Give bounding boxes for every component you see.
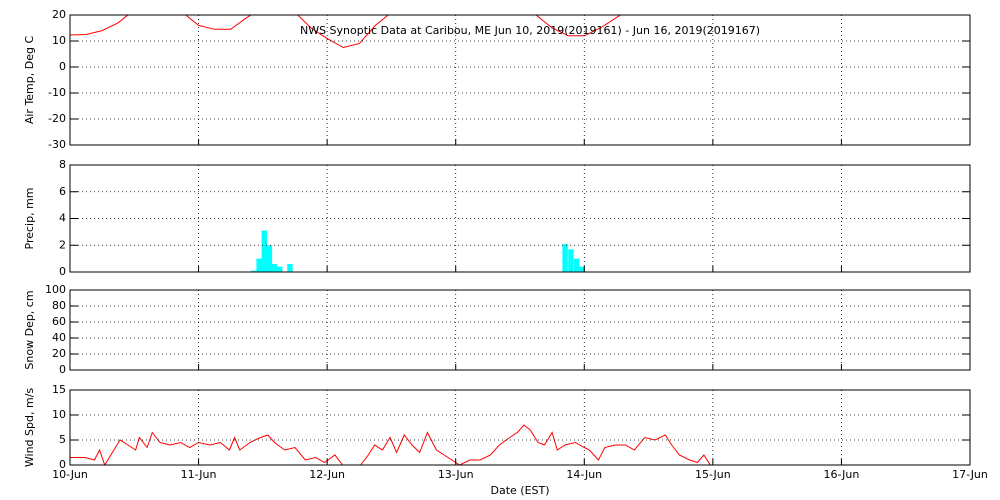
panel: 0 5 10 15 10-Jun 11-Jun 12-Jun 13-Jun 14-Jun 15-J…: [23, 383, 988, 497]
y-axis-label: Snow Dep, cm: [23, 290, 36, 369]
x-axis-label: Date (EST): [490, 484, 549, 497]
y-tick-label: -30: [48, 138, 66, 151]
bar: [256, 258, 262, 272]
panel: -30 -20 -10 0 10 20 Air Temp, Deg C NWS Synopti…: [23, 8, 971, 151]
y-tick-label: 0: [59, 60, 66, 73]
y-tick-label: 40: [52, 331, 66, 344]
y-axis-label: Wind Spd, m/s: [23, 388, 36, 468]
x-tick-label: 14-Jun: [566, 468, 602, 481]
x-tick-label: 12-Jun: [309, 468, 345, 481]
bar: [562, 243, 568, 272]
y-tick-label: 20: [52, 8, 66, 21]
y-tick-label: 8: [59, 158, 66, 171]
y-tick-label: 2: [59, 238, 66, 251]
bar: [266, 245, 273, 272]
x-tick-label: 16-Jun: [824, 468, 860, 481]
panel: 0 20 40 60 80 100 Snow Dep, cm: [23, 283, 971, 376]
plot-area: [70, 424, 711, 465]
frame: [69, 164, 971, 273]
y-tick-label: 6: [59, 185, 66, 198]
bar: [287, 263, 293, 272]
y-tick-label: 100: [45, 283, 66, 296]
y-tick-label: 0: [59, 458, 66, 471]
y-tick-label: 10: [52, 34, 66, 47]
line: [70, 424, 711, 465]
bar: [574, 258, 580, 272]
y-tick-label: 15: [52, 383, 66, 396]
y-tick-label: 5: [59, 433, 66, 446]
bar: [277, 266, 283, 272]
chart-title: NWS Synoptic Data at Caribou, ME Jun 10,…: [300, 24, 760, 37]
x-tick-label: 13-Jun: [438, 468, 474, 481]
frame: [69, 389, 971, 466]
x-tick-label: 10-Jun: [52, 468, 88, 481]
bar: [251, 270, 257, 272]
y-tick-label: 60: [52, 315, 66, 328]
y-tick-label: 0: [59, 265, 66, 278]
bar: [261, 230, 267, 272]
panel: 0 2 4 6 8 Precip, mm: [23, 158, 971, 278]
frame: [69, 289, 971, 371]
frame: [69, 14, 971, 146]
bar: [568, 249, 574, 272]
y-tick-label: -20: [48, 112, 66, 125]
y-axis-label: Precip, mm: [23, 188, 36, 250]
y-axis-label: Air Temp, Deg C: [23, 36, 36, 125]
y-tick-label: 4: [59, 212, 66, 225]
y-tick-label: 20: [52, 347, 66, 360]
x-tick-label: 15-Jun: [695, 468, 731, 481]
y-tick-label: -10: [48, 86, 66, 99]
plot-area: [70, 15, 622, 49]
line: [70, 15, 622, 49]
plot-area: [251, 230, 585, 272]
bar: [271, 263, 278, 272]
x-tick-label: 11-Jun: [181, 468, 217, 481]
y-tick-label: 80: [52, 299, 66, 312]
y-tick-label: 0: [59, 363, 66, 376]
bar: [579, 266, 585, 272]
x-tick-label: 17-Jun: [952, 468, 988, 481]
y-tick-label: 10: [52, 408, 66, 421]
